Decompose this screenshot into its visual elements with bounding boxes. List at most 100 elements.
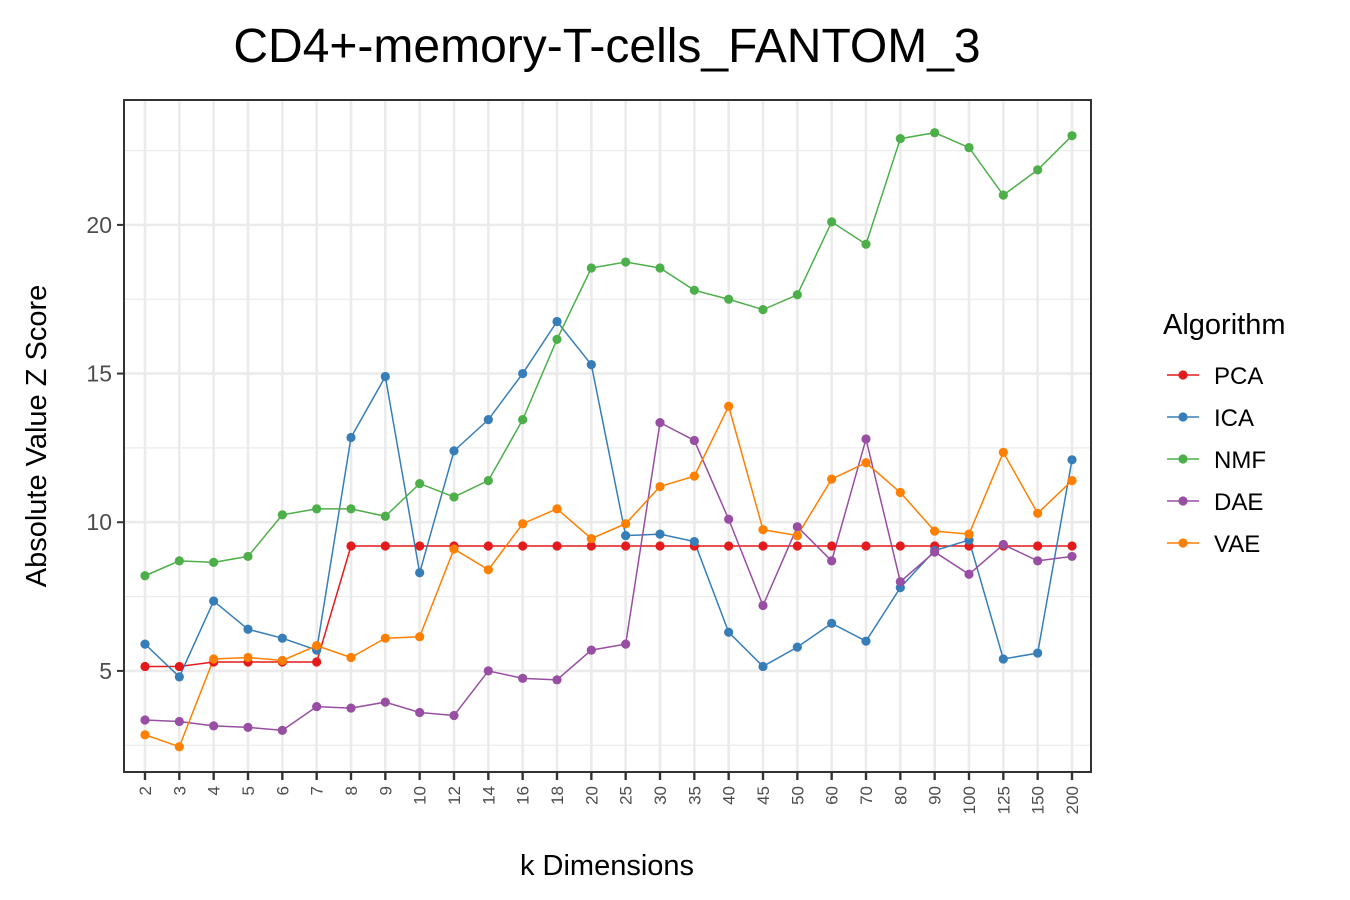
data-point-dae: [346, 703, 356, 713]
data-point-nmf: [380, 511, 390, 521]
data-point-nmf: [895, 134, 905, 144]
data-point-dae: [792, 522, 802, 532]
data-point-dae: [964, 569, 974, 579]
y-tick-label: 20: [86, 212, 112, 238]
major-gridlines: [124, 100, 1091, 772]
data-point-dae: [998, 539, 1008, 550]
data-point-ica: [655, 529, 665, 539]
data-point-ica: [758, 661, 768, 672]
data-point-dae: [449, 710, 459, 721]
series-line-vae: [144, 404, 1073, 748]
data-point-pca: [655, 541, 665, 551]
x-tick-label: 60: [823, 786, 842, 805]
data-point-vae: [312, 641, 322, 651]
x-tick-label: 12: [445, 786, 464, 805]
data-point-vae: [827, 474, 837, 484]
x-tick-label: 3: [170, 786, 189, 795]
data-point-pca: [586, 541, 596, 551]
data-point-pca: [552, 541, 562, 551]
data-point-nmf: [277, 510, 287, 520]
data-point-dae: [827, 556, 837, 566]
data-point-vae: [586, 533, 596, 544]
data-point-vae: [861, 458, 871, 468]
data-point-nmf: [861, 239, 871, 249]
data-point-vae: [689, 471, 699, 481]
x-tick-label: 9: [376, 786, 395, 795]
data-point-dae: [1067, 551, 1077, 562]
data-point-ica: [621, 531, 631, 541]
y-tick-label: 5: [99, 658, 112, 684]
data-point-vae: [724, 401, 734, 411]
data-point-nmf: [724, 294, 734, 304]
x-tick-label: 8: [342, 786, 361, 795]
data-point-vae: [483, 565, 493, 575]
data-point-dae: [518, 673, 528, 683]
data-point-dae: [724, 514, 734, 524]
data-point-vae: [964, 529, 974, 539]
data-point-ica: [243, 624, 253, 634]
data-point-ica: [861, 636, 871, 646]
data-point-pca: [621, 541, 631, 551]
data-point-ica: [552, 316, 562, 327]
data-point-ica: [1067, 455, 1077, 465]
data-point-vae: [930, 526, 940, 536]
data-point-nmf: [827, 217, 837, 227]
data-point-nmf: [243, 551, 253, 562]
data-point-vae: [998, 447, 1008, 457]
data-point-pca: [483, 541, 493, 551]
data-point-nmf: [586, 263, 596, 273]
x-tick-label: 5: [239, 786, 258, 795]
data-point-vae: [140, 730, 150, 740]
legend-key-point: [1178, 496, 1188, 506]
data-point-pca: [758, 541, 768, 551]
x-tick-label: 35: [685, 786, 704, 805]
data-point-nmf: [174, 556, 184, 566]
data-point-vae: [792, 531, 802, 541]
y-axis: 5 10 15 20: [86, 212, 124, 684]
data-point-pca: [140, 661, 150, 672]
x-tick-label: 14: [479, 786, 498, 805]
data-point-pca: [1067, 541, 1077, 551]
chart-title: CD4+-memory-T-cells_FANTOM_3: [233, 20, 980, 73]
data-point-vae: [552, 504, 562, 514]
series-line-dae: [144, 421, 1073, 732]
data-point-ica: [209, 596, 219, 606]
y-axis-title: Absolute Value Z Score: [21, 285, 53, 588]
x-tick-label: 25: [617, 786, 636, 805]
data-point-vae: [449, 544, 459, 554]
x-tick-label: 90: [926, 786, 945, 805]
data-point-dae: [174, 716, 184, 727]
data-point-nmf: [346, 504, 356, 514]
data-point-dae: [586, 645, 596, 655]
legend-key-point: [1178, 538, 1188, 548]
data-point-dae: [689, 435, 699, 446]
x-tick-label: 10: [411, 786, 430, 805]
data-point-ica: [518, 368, 528, 379]
x-axis-title: k Dimensions: [520, 850, 694, 882]
data-point-dae: [415, 707, 425, 718]
legend-label: DAE: [1214, 489, 1263, 516]
x-tick-label: 100: [960, 786, 979, 814]
data-point-dae: [140, 715, 150, 725]
data-point-vae: [243, 652, 253, 663]
data-point-nmf: [964, 142, 974, 153]
data-point-ica: [380, 371, 390, 382]
data-point-pca: [518, 541, 528, 551]
data-point-vae: [758, 525, 768, 535]
y-tick-label: 15: [86, 361, 112, 387]
data-point-pca: [827, 541, 837, 551]
data-point-dae: [655, 418, 665, 428]
data-point-vae: [174, 742, 184, 752]
data-point-dae: [1033, 556, 1043, 566]
data-point-nmf: [415, 478, 425, 489]
legend-key-point: [1178, 454, 1188, 464]
x-tick-label: 16: [514, 786, 533, 805]
data-point-nmf: [621, 257, 631, 267]
x-tick-label: 40: [720, 786, 739, 805]
x-tick-label: 18: [548, 786, 567, 805]
data-point-pca: [380, 541, 390, 551]
data-point-ica: [415, 568, 425, 578]
series-points: [140, 128, 1077, 752]
series-line-ica: [144, 320, 1073, 679]
data-point-vae: [1067, 476, 1077, 486]
